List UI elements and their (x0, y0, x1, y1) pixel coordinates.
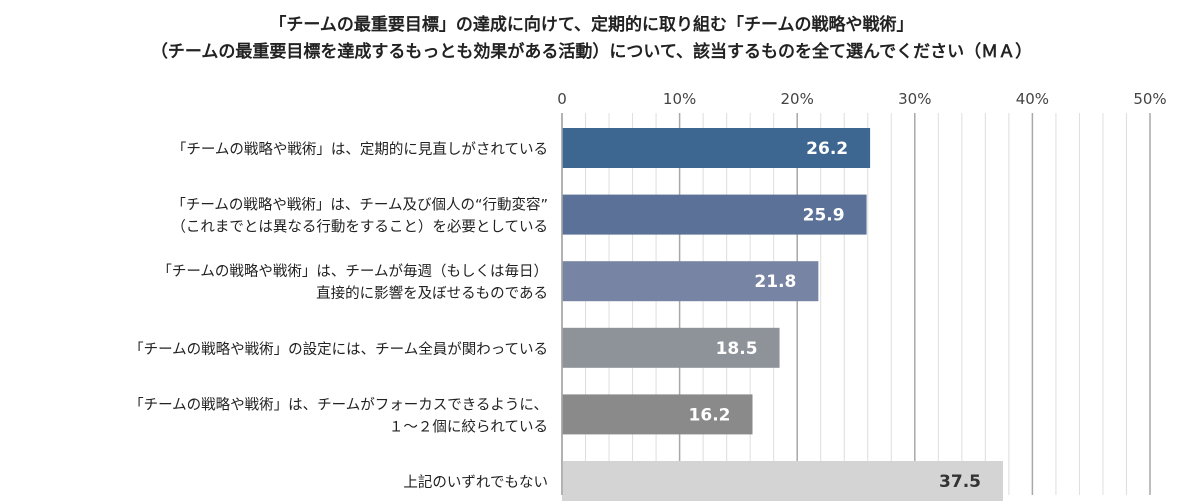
category-label: 直接的に影響を及ぼせるものである (316, 284, 548, 302)
bar-value-label: 26.2 (806, 139, 848, 159)
x-tick-label: 10% (663, 90, 696, 108)
bar (562, 128, 871, 168)
bar (562, 461, 1003, 501)
category-label: 「チームの戦略や戦術」は、チームが毎週（もしくは毎日） (157, 263, 548, 280)
bar (562, 261, 819, 302)
x-tick-label: 50% (1133, 90, 1166, 108)
bar-value-label: 21.8 (754, 272, 796, 292)
chart-title-line-2: （チームの最重要目標を達成するもっとも効果がある活動）について、該当するものを全… (150, 42, 1033, 62)
x-tick-label: 20% (781, 90, 814, 108)
bar (562, 327, 780, 368)
category-label: 「チームの戦略や戦術」の設定には、チーム全員が関わっている (129, 340, 548, 358)
bar-value-label: 16.2 (689, 405, 731, 425)
x-tick-label: 30% (898, 90, 931, 108)
bar-value-label: 18.5 (716, 339, 758, 359)
category-label: 上記のいずれでもない (403, 474, 548, 491)
category-label: 「チームの戦略や戦術」は、チーム及び個人の“行動変容” (171, 197, 548, 214)
x-tick-label: 0 (557, 90, 567, 108)
bar (562, 394, 753, 435)
bar (562, 194, 867, 235)
chart-title-line-1: 「チームの最重要目標」の達成に向けて、定期的に取り組む「チームの戦略や戦術」 (269, 15, 914, 35)
category-label: （これまでとは異なる行動をすること）を必要としている (171, 219, 548, 236)
category-label: １〜２個に絞られている (389, 417, 548, 435)
bar-value-label: 25.9 (803, 206, 845, 226)
category-label: 「チームの戦略や戦術」は、定期的に見直しがされている (172, 141, 548, 158)
bar-value-label: 37.5 (939, 472, 981, 492)
category-label: 「チームの戦略や戦術」は、チームがフォーカスできるように、 (129, 396, 548, 413)
x-tick-label: 40% (1016, 90, 1049, 108)
